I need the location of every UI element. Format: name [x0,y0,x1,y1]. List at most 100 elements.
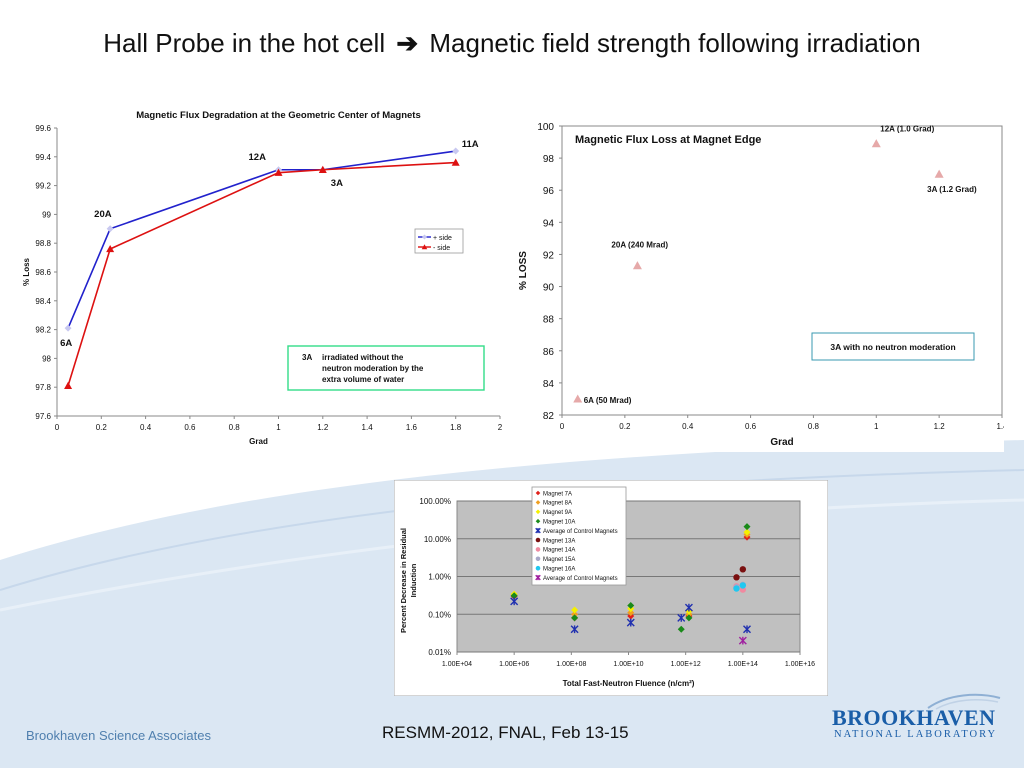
chart-title: Magnetic Flux Loss at Magnet Edge [575,134,761,146]
y-tick-label: 94 [543,218,555,229]
x-tick-label: 1.8 [450,423,462,432]
legend-label: Magnet 14A [543,548,575,554]
slide-title-left: Hall Probe in the hot cell [103,28,386,58]
data-point [743,523,751,531]
y-tick-label: 88 [543,315,555,326]
y-tick-label: 82 [543,411,555,422]
y-tick-label: 96 [543,186,555,197]
x-tick-label: 0.6 [745,422,757,431]
data-point [627,602,635,610]
y-axis-title: % LOSS [518,251,529,290]
y-tick-label: 98.6 [35,268,51,277]
y-axis-title-line1: Percent Decrease in Residual [399,528,408,633]
y-tick-label: 0.10% [428,610,451,619]
arrow-icon: ➔ [396,28,419,58]
legend-label: Average of Control Magnets [543,576,618,582]
x-tick-label: 1 [276,423,281,432]
data-point [571,610,579,618]
y-tick-label: 97.8 [35,383,51,392]
y-tick-label: 99.4 [35,153,51,162]
x-tick-label: 1.00E+16 [785,661,815,668]
chart-title: Magnetic Flux Degradation at the Geometr… [136,110,421,121]
note-text: neutron moderation by the [322,364,424,373]
y-tick-label: 99 [42,210,51,219]
chart-center-flux: Magnetic Flux Degradation at the Geometr… [20,104,510,450]
legend-label: Magnet 15A [543,557,575,563]
x-tick-label: 1.2 [934,422,946,431]
x-tick-label: 2 [498,423,503,432]
y-tick-label: 84 [543,379,555,390]
legend-box [531,486,627,586]
legend-label: Magnet 16A [543,567,575,573]
y-tick-label: 98.4 [35,297,51,306]
x-tick-label: 1.00E+06 [499,661,529,668]
footer-conference: RESMM-2012, FNAL, Feb 13-15 [382,723,629,742]
point-label: 11A [462,139,479,150]
x-tick-label: 1.2 [317,423,329,432]
x-tick-label: 0.8 [808,422,820,431]
x-tick-label: 1.00E+04 [442,661,472,668]
data-point [632,261,642,270]
point-label: 3A [331,178,343,189]
legend-marker [535,565,541,571]
slide-title: Hall Probe in the hot cell ➔ Magnetic fi… [0,28,1024,59]
x-tick-label: 0.4 [682,422,694,431]
x-axis-title: Grad [770,437,793,448]
data-point [451,158,460,166]
x-tick-label: 1.00E+10 [613,661,643,668]
brookhaven-logo: BROOKHAVEN NATIONAL LABORATORY [828,690,1004,750]
point-label: 12A (1.0 Grad) [880,125,934,134]
data-point [626,618,635,627]
x-tick-label: 0.8 [229,423,241,432]
legend-marker [535,574,541,581]
chart-fluence: 0.01% 0.10% 1.00% 10.00% 100.00% 1.00E+04 1.00… [394,480,828,696]
data-point [106,244,115,253]
legend-marker [535,537,541,543]
x-tick-label: 1.6 [406,423,418,432]
x-tick-label: 1.4 [362,423,374,432]
legend-label: + side [433,235,452,242]
data-point [739,582,747,589]
chart-background [512,112,1004,452]
data-point [677,613,686,622]
y-tick-label: 10.00% [424,535,451,544]
slide-title-right: Magnetic field strength following irradi… [429,28,921,58]
note-box [287,345,485,391]
x-tick-label: 1.00E+14 [728,661,758,668]
data-point [677,625,685,633]
y-tick-label: 90 [543,283,555,294]
y-tick-label: 100 [537,122,554,133]
note-box [811,332,975,361]
data-point [510,597,519,606]
x-tick-label: 0.2 [619,422,631,431]
x-tick-label: 0 [560,422,565,431]
data-point [452,147,460,155]
data-point [64,324,72,332]
x-tick-label: 0.2 [96,423,108,432]
legend-label: - side [433,245,450,252]
note-text: extra volume of water [322,375,404,384]
logo-swoosh-icon [927,693,1001,710]
x-tick-label: 1.4 [996,422,1004,431]
y-tick-label: 98.2 [35,326,51,335]
legend-label: Magnet 10A [543,520,575,526]
data-point [573,394,583,403]
note-text: irradiated without the [322,353,404,362]
data-point [570,625,579,634]
data-point [743,625,752,634]
data-point [733,585,740,592]
x-axis-title: Grad [249,437,268,446]
point-label: 20A (240 Mrad) [611,241,668,250]
point-label: 6A (50 Mrad) [584,396,632,405]
data-point [871,139,881,148]
y-tick-label: 98 [42,354,51,363]
legend-marker [535,518,541,524]
legend-label: Average of Control Magnets [543,529,618,535]
legend-label: Magnet 13A [543,538,575,544]
legend-label: Magnet 7A [543,491,572,497]
y-tick-label: 86 [543,347,555,358]
y-axis-title-line2: Induction [409,563,418,597]
y-axis-title: % Loss [22,257,31,286]
data-point [274,168,283,176]
legend-marker [535,556,541,562]
